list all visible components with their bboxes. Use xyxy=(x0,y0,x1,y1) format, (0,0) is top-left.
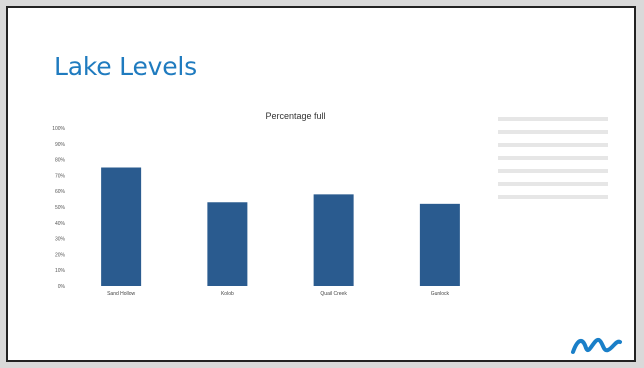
y-tick-label: 100% xyxy=(52,126,65,132)
y-tick-label: 10% xyxy=(55,268,66,274)
y-tick-label: 60% xyxy=(55,189,66,195)
bar xyxy=(313,194,354,286)
bars xyxy=(101,167,460,286)
x-tick-label: Sand Hollow xyxy=(107,291,135,297)
slide-title: Lake Levels xyxy=(54,52,197,81)
y-tick-label: 30% xyxy=(55,237,66,243)
x-tick-label: Gunlock xyxy=(431,291,450,297)
faint-legend-area xyxy=(498,108,608,238)
y-tick-label: 80% xyxy=(55,158,66,164)
bar-chart: Percentage full 100% 90% 80% 70% 60% 50% 40% 30… xyxy=(52,111,460,297)
y-tick-label: 40% xyxy=(55,221,66,227)
x-axis: Sand Hollow Kolob Quail Creek Gunlock xyxy=(107,291,449,297)
y-tick-label: 0% xyxy=(58,284,66,290)
bar xyxy=(207,202,248,286)
slide: Lake Levels Percentage full 100% 90% 80% 70… xyxy=(6,6,636,362)
x-tick-label: Kolob xyxy=(221,291,234,297)
chart-title: Percentage full xyxy=(265,111,325,121)
wave-logo-icon xyxy=(571,337,622,354)
y-tick-label: 50% xyxy=(55,205,66,211)
y-axis: 100% 90% 80% 70% 60% 50% 40% 30% 20% 10% 0% xyxy=(52,126,65,290)
y-tick-label: 70% xyxy=(55,173,66,179)
bar xyxy=(101,167,142,286)
y-tick-label: 20% xyxy=(55,252,66,258)
y-tick-label: 90% xyxy=(55,142,66,148)
bar xyxy=(419,203,460,286)
x-tick-label: Quail Creek xyxy=(320,291,347,297)
